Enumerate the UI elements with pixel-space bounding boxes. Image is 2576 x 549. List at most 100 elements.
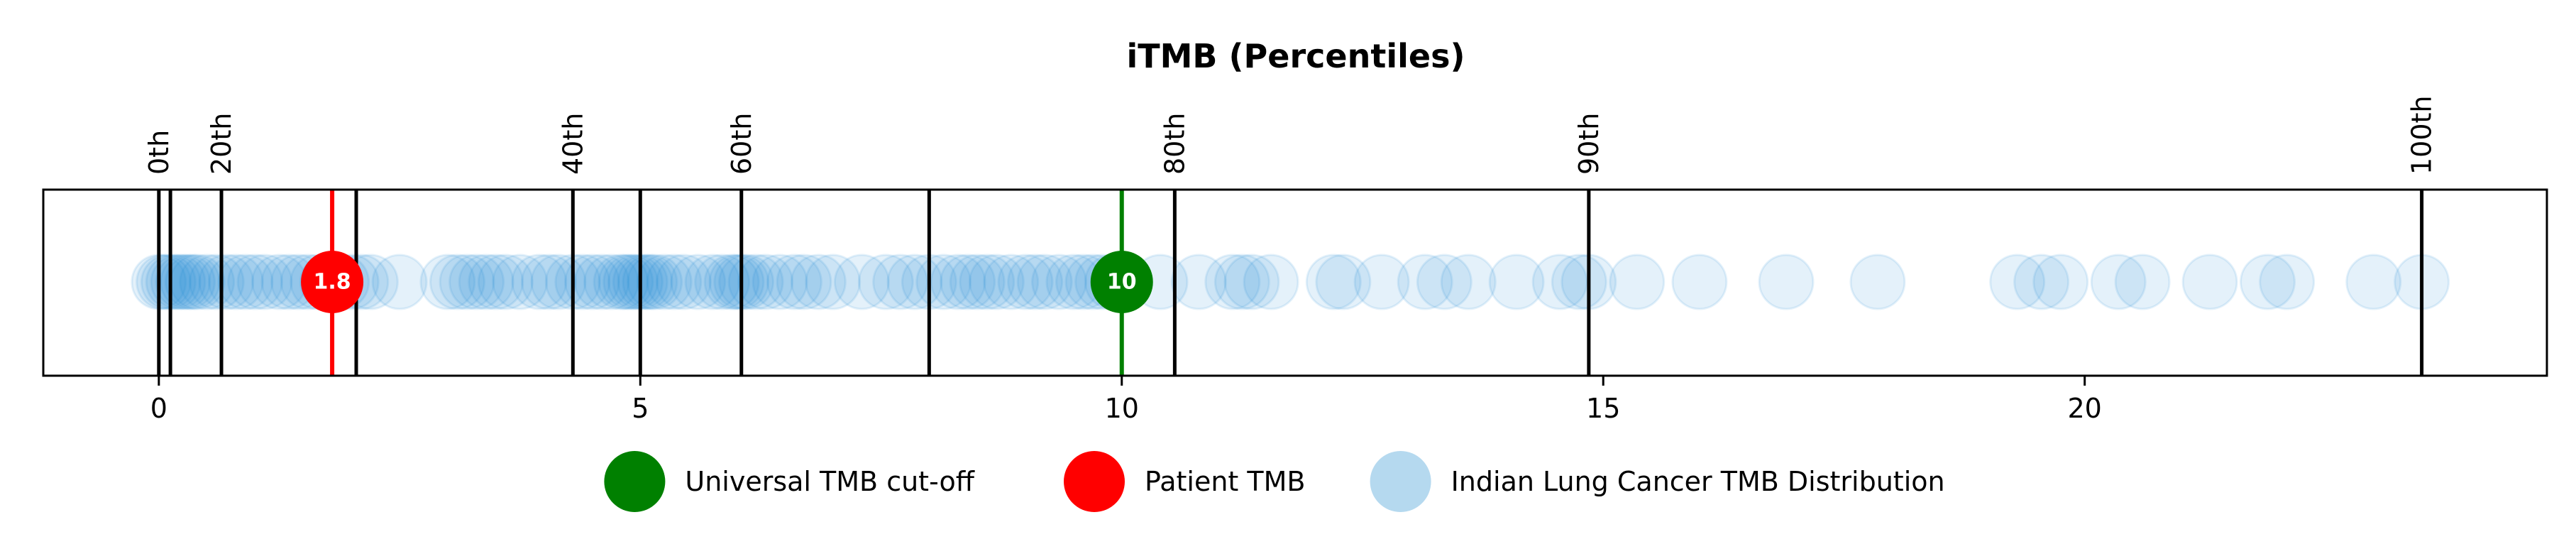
distribution-point: [492, 254, 549, 310]
distribution-point: [2239, 254, 2296, 310]
distribution-point: [790, 254, 847, 310]
distribution-point: [607, 254, 664, 310]
distribution-point: [1016, 254, 1073, 310]
distribution-point: [1416, 254, 1473, 310]
distribution-point: [371, 254, 428, 310]
legend: Universal TMB cut-off Patient TMB Indian L…: [604, 451, 1945, 512]
distribution-point: [1170, 254, 1227, 310]
distribution-point: [1609, 254, 1666, 310]
distribution-point: [703, 254, 760, 310]
distribution-point: [188, 254, 245, 310]
distribution-point: [1551, 254, 1607, 310]
distribution-point: [429, 254, 485, 310]
legend-marker: [1370, 451, 1431, 512]
distribution-point: [959, 254, 1015, 310]
distribution-point: [520, 254, 577, 310]
legend-marker: [1064, 451, 1125, 512]
distribution-point: [2181, 254, 2238, 310]
distribution-point: [477, 254, 534, 310]
distribution-point: [766, 254, 822, 310]
distribution-point: [1243, 254, 1299, 310]
distribution-point: [2090, 254, 2147, 310]
distribution-point: [1223, 254, 1280, 310]
markers-layer: 1.8 10: [301, 190, 1153, 376]
distribution-point: [752, 254, 808, 310]
chart-title: iTMB (Percentiles): [1127, 37, 1465, 75]
distribution-point: [2114, 254, 2171, 310]
distribution-point: [448, 254, 505, 310]
patient-value-label: 1.8: [313, 270, 351, 295]
distribution-point: [646, 254, 703, 310]
distribution-layer: [131, 254, 2450, 310]
distribution-point: [872, 254, 929, 310]
distribution-point: [602, 254, 659, 310]
x-tick-label: 20: [2067, 393, 2101, 424]
distribution-point: [2259, 254, 2316, 310]
distribution-point: [670, 254, 727, 310]
distribution-point: [636, 254, 693, 310]
distribution-point: [684, 254, 741, 310]
patient-marker: [301, 251, 364, 313]
legend-label: Patient TMB: [1145, 466, 1305, 497]
distribution-point: [940, 254, 996, 310]
distribution-point: [1671, 254, 1728, 310]
distribution-point: [1353, 254, 1410, 310]
percentile-label: 60th: [726, 113, 757, 175]
distribution-point: [136, 254, 192, 310]
percentile-label: 20th: [206, 113, 237, 175]
distribution-point: [563, 254, 620, 310]
distribution-point: [805, 254, 862, 310]
distribution-point: [198, 254, 255, 310]
distribution-point: [930, 254, 986, 310]
distribution-point: [573, 254, 630, 310]
x-tick-label: 5: [632, 393, 649, 424]
distribution-point: [1007, 254, 1064, 310]
percentile-label: 40th: [557, 113, 588, 175]
distribution-point: [160, 254, 216, 310]
legend-marker: [604, 451, 666, 512]
distribution-point: [718, 254, 775, 310]
distribution-point: [1989, 254, 2046, 310]
distribution-point: [583, 254, 640, 310]
distribution-point: [236, 254, 293, 310]
x-axis: 0 5 10 15 20: [150, 376, 2102, 424]
distribution-point: [1397, 254, 1453, 310]
distribution-point: [617, 254, 673, 310]
distribution-point: [997, 254, 1054, 310]
distribution-point: [737, 254, 794, 310]
distribution-point: [554, 254, 611, 310]
distribution-point: [227, 254, 284, 310]
legend-label: Indian Lung Cancer TMB Distribution: [1451, 466, 1945, 497]
distribution-point: [983, 254, 1040, 310]
x-tick-label: 10: [1105, 393, 1139, 424]
distribution-point: [1531, 254, 1588, 310]
x-tick-label: 0: [150, 393, 167, 424]
distribution-point: [458, 254, 514, 310]
distribution-point: [1213, 254, 1270, 310]
distribution-point: [1758, 254, 1815, 310]
x-tick-label: 15: [1586, 393, 1620, 424]
distribution-point: [708, 254, 765, 310]
percentile-label: 90th: [1573, 113, 1605, 175]
plot-frame: [42, 188, 2548, 377]
distribution-point: [1204, 254, 1261, 310]
distribution-point: [776, 254, 832, 310]
distribution-point: [1315, 254, 1372, 310]
distribution-point: [857, 254, 914, 310]
distribution-point: [217, 254, 274, 310]
percentile-lines-layer: 0th 20th 40th 60th 80th 90th 100th: [143, 95, 2438, 376]
distribution-point: [1440, 254, 1497, 310]
distribution-point: [164, 254, 221, 310]
distribution-point: [949, 254, 1006, 310]
distribution-point: [2013, 254, 2070, 310]
distribution-point: [150, 254, 207, 310]
distribution-point: [511, 254, 568, 310]
percentile-label: 80th: [1159, 113, 1190, 175]
distribution-point: [593, 254, 649, 310]
distribution-point: [1305, 254, 1362, 310]
distribution-point: [622, 254, 678, 310]
distribution-point: [833, 254, 890, 310]
distribution-point: [439, 254, 495, 310]
distribution-point: [468, 254, 524, 310]
percentile-label: 0th: [143, 130, 175, 175]
